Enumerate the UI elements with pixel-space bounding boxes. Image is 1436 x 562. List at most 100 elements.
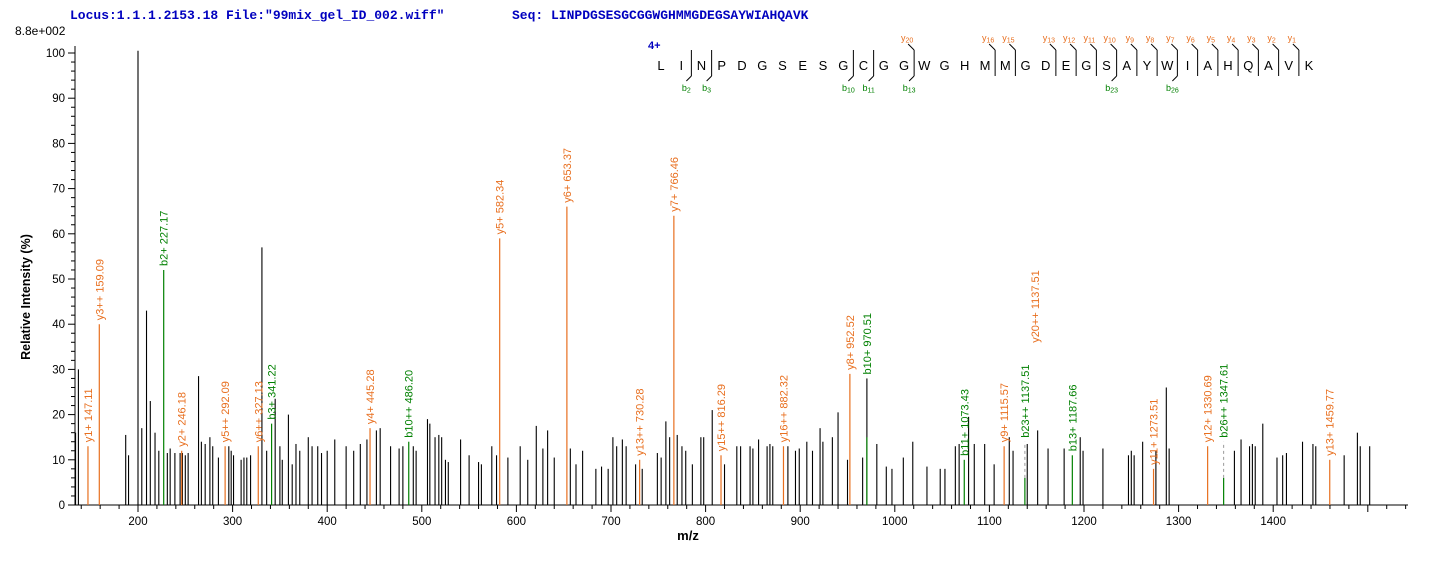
ion-label: b26++ 1347.61 bbox=[1219, 364, 1231, 438]
y-axis-tick-label: 90 bbox=[52, 93, 65, 105]
ion-label: y13+ 1459.77 bbox=[1325, 389, 1337, 456]
residue-letter: S bbox=[819, 58, 828, 73]
y-axis-title: Relative Intensity (%) bbox=[19, 234, 33, 360]
ladder-b-ion-label: b10 bbox=[842, 83, 855, 95]
ion-label: y1+ 147.11 bbox=[83, 388, 95, 442]
y-ion-flick bbox=[1090, 43, 1097, 51]
locus-file-header: Locus:1.1.1.2153.18 File:"99mix_gel_ID_0… bbox=[70, 8, 445, 23]
ion-label: y5++ 292.09 bbox=[220, 381, 232, 442]
ion-label: y16++ 882.32 bbox=[778, 375, 790, 442]
precursor-charge-label: 4+ bbox=[648, 40, 661, 52]
ladder-y-ion-label: y11 bbox=[1083, 33, 1095, 45]
x-axis-tick-label: 1200 bbox=[1071, 516, 1097, 528]
residue-letter: W bbox=[1161, 58, 1174, 73]
sequence-header: Seq: LINPDGSESGCGGWGHMMGDEGSAYWIAHQAVK bbox=[512, 8, 809, 23]
y-axis-tick-label: 70 bbox=[52, 184, 65, 196]
ion-label: b3+ 341.22 bbox=[267, 364, 279, 419]
x-axis-tick-label: 200 bbox=[128, 516, 147, 528]
residue-letter: M bbox=[1000, 58, 1011, 73]
y-axis-tick-label: 50 bbox=[52, 274, 65, 286]
b-ion-flick bbox=[686, 75, 692, 82]
x-axis-ticks: 200 300 400 500 600 700 800 900 1000 1100 1200 1300… bbox=[80, 505, 1407, 543]
ladder-y-ion-label: y8 bbox=[1146, 33, 1155, 45]
y-ion-flick bbox=[1252, 43, 1259, 51]
x-axis-tick-label: 1400 bbox=[1260, 516, 1286, 528]
ion-label: y9+ 1115.57 bbox=[999, 383, 1011, 442]
y-axis-tick-label: 30 bbox=[52, 364, 65, 376]
peptide-ladder: 4+L I N P D G S E S G C G G W G H M M G D E G S A Y W I A H Q A V Kb2 b3 b… bbox=[648, 33, 1314, 95]
ladder-y-ion-label: y7 bbox=[1166, 33, 1175, 45]
ion-label: y5+ 582.34 bbox=[495, 180, 507, 235]
x-axis-tick-label: 500 bbox=[412, 516, 431, 528]
residue-letter: N bbox=[697, 58, 706, 73]
residue-letter: I bbox=[1186, 58, 1190, 73]
ladder-y-ion-label: y2 bbox=[1267, 33, 1276, 45]
ladder-b-ion-label: b11 bbox=[862, 83, 874, 95]
ladder-y-ion-label: y10 bbox=[1103, 33, 1115, 45]
x-axis-tick-label: 800 bbox=[696, 516, 715, 528]
ion-label: y12+ 1330.69 bbox=[1203, 375, 1215, 442]
y-ion-flick bbox=[1231, 43, 1239, 51]
b-ion-flick bbox=[1111, 75, 1117, 82]
ion-label: y11+ 1273.51 bbox=[1149, 399, 1161, 465]
x-axis-tick-label: 1300 bbox=[1166, 516, 1192, 528]
y-ion-flick bbox=[1292, 43, 1300, 51]
residue-letter: Y bbox=[1143, 58, 1152, 73]
ladder-y-ion-label: y4 bbox=[1227, 33, 1236, 45]
ladder-b-ion-label: b3 bbox=[702, 83, 711, 95]
ladder-y-ion-label: y15 bbox=[1002, 33, 1014, 45]
ion-label: b10+ 970.51 bbox=[862, 313, 874, 374]
residue-letter: G bbox=[838, 58, 848, 73]
y-ion-flick bbox=[1009, 43, 1016, 51]
y-axis-tick-label: 10 bbox=[52, 455, 65, 467]
y-ion-flick bbox=[1272, 43, 1279, 51]
b-ion-flick bbox=[908, 75, 915, 82]
residue-letter: G bbox=[899, 58, 909, 73]
x-axis-tick-label: 1000 bbox=[882, 516, 908, 528]
max-intensity-label: 8.8e+002 bbox=[15, 24, 66, 38]
residue-letter: D bbox=[1041, 58, 1050, 73]
ion-label: y3++ 159.09 bbox=[94, 259, 106, 320]
y-ion-flick bbox=[1110, 43, 1117, 51]
residue-letter: G bbox=[879, 58, 889, 73]
residue-letter: Q bbox=[1243, 58, 1253, 73]
b-ion-flick bbox=[1172, 75, 1178, 82]
y-ion-flick bbox=[1171, 43, 1178, 51]
ion-label: y6+ 653.37 bbox=[562, 148, 574, 203]
x-axis-tick-label: 600 bbox=[507, 516, 526, 528]
ion-label: b23++ 1137.51 bbox=[1020, 365, 1032, 438]
residue-letter: H bbox=[960, 58, 969, 73]
y-ion-flick bbox=[1130, 43, 1138, 51]
ion-label: y6++ 327.13 bbox=[253, 381, 265, 442]
residue-letter: A bbox=[1203, 58, 1212, 73]
y-ion-flick bbox=[1049, 43, 1057, 51]
spectrum-peaks bbox=[75, 50, 1371, 505]
residue-letter: S bbox=[1102, 58, 1111, 73]
x-axis-title: m/z bbox=[677, 528, 699, 543]
y-axis-tick-label: 80 bbox=[52, 138, 65, 150]
y-ion-flick bbox=[1191, 43, 1198, 51]
ladder-y-ion-label: y16 bbox=[982, 33, 994, 45]
x-axis-tick-label: 900 bbox=[791, 516, 810, 528]
ladder-y-ion-label: y20 bbox=[901, 33, 913, 45]
residue-letter: E bbox=[798, 58, 807, 73]
b-ion-flick bbox=[868, 75, 874, 82]
y-ion-flick bbox=[1069, 43, 1077, 51]
ladder-y-ion-label: y12 bbox=[1063, 33, 1075, 45]
ion-label: y15++ 816.29 bbox=[716, 384, 728, 451]
residue-letter: S bbox=[778, 58, 787, 73]
y-ion-flick bbox=[907, 43, 915, 51]
ladder-y-ion-label: y1 bbox=[1288, 33, 1297, 45]
ion-label: b2+ 227.17 bbox=[159, 211, 171, 266]
ion-label: y4+ 445.28 bbox=[365, 369, 377, 424]
b-ion-flick bbox=[706, 75, 712, 82]
b-ion-flick bbox=[848, 75, 854, 82]
y-axis-tick-label: 100 bbox=[46, 48, 65, 60]
y-ion-flick bbox=[1150, 43, 1158, 51]
ion-label: y2+ 246.18 bbox=[177, 392, 189, 447]
ion-label: y20++ 1137.51 bbox=[1030, 270, 1042, 343]
x-axis-tick-label: 400 bbox=[318, 516, 337, 528]
ion-label: b11+ 1073.43 bbox=[959, 389, 971, 456]
residue-letter: M bbox=[980, 58, 991, 73]
